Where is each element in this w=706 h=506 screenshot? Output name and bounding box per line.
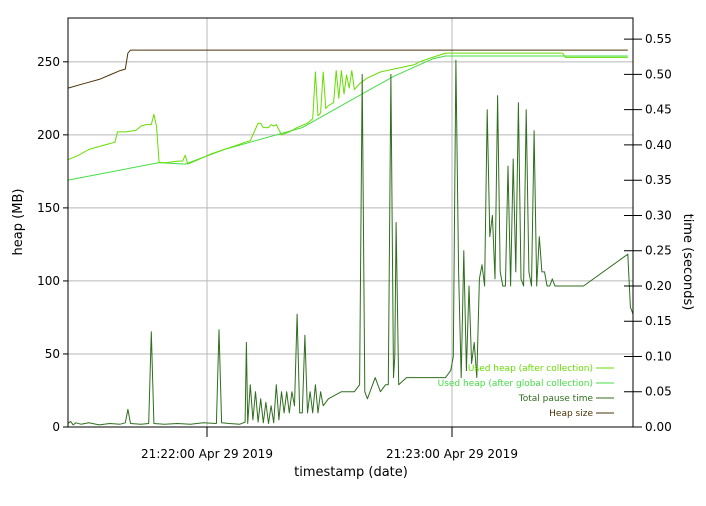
y-left-tick-label: 200	[37, 128, 60, 142]
legend-label: Total pause time	[518, 394, 594, 404]
series-line-2	[67, 59, 634, 426]
right-axis: 0.00 0.05 0.10 0.15 0.20 0.25 0.30 0.35 0.40 0.45…	[624, 32, 672, 434]
y-right-tick-label: 0.40	[645, 138, 672, 152]
y-right-tick-label: 0.05	[645, 385, 672, 399]
y-left-tick-label: 250	[37, 55, 60, 69]
grid	[68, 18, 633, 428]
plot-frame	[67, 17, 634, 428]
series-layer	[67, 49, 634, 426]
y-right-tick-label: 0.10	[645, 349, 672, 363]
legend-label: Used heap (after global collection)	[438, 379, 593, 389]
y-right-tick-label: 0.20	[645, 279, 672, 293]
x-axis: 21:22:00 Apr 29 2019 21:23:00 Apr 29 2019	[141, 427, 518, 461]
x-tick-label: 21:22:00 Apr 29 2019	[141, 447, 273, 461]
x-axis-label: timestamp (date)	[294, 465, 408, 480]
y-right-tick-label: 0.45	[645, 103, 672, 117]
y-left-tick-label: 50	[45, 347, 60, 361]
y-left-tick-label: 100	[37, 274, 60, 288]
series-line-0	[67, 52, 628, 165]
y-right-tick-label: 0.35	[645, 173, 672, 187]
y-left-tick-label: 0	[52, 420, 60, 434]
y-right-tick-label: 0.30	[645, 208, 672, 222]
y-right-tick-label: 0.00	[645, 420, 672, 434]
y-right-label: time (seconds)	[680, 214, 695, 311]
left-axis: 0 50 100 150 200 250	[37, 55, 68, 434]
y-right-tick-label: 0.15	[645, 314, 672, 328]
series-line-3	[67, 49, 628, 89]
legend-label: Used heap (after collection)	[468, 364, 593, 374]
legend: Used heap (after collection) Used heap (a…	[438, 364, 614, 419]
y-right-tick-label: 0.55	[645, 32, 672, 46]
y-right-tick-label: 0.25	[645, 244, 672, 258]
legend-label: Heap size	[549, 409, 593, 419]
y-left-label: heap (MB)	[11, 189, 26, 256]
x-tick-label: 21:23:00 Apr 29 2019	[386, 447, 518, 461]
series-line-1	[67, 55, 628, 181]
y-right-tick-label: 0.50	[645, 67, 672, 81]
y-left-tick-label: 150	[37, 201, 60, 215]
